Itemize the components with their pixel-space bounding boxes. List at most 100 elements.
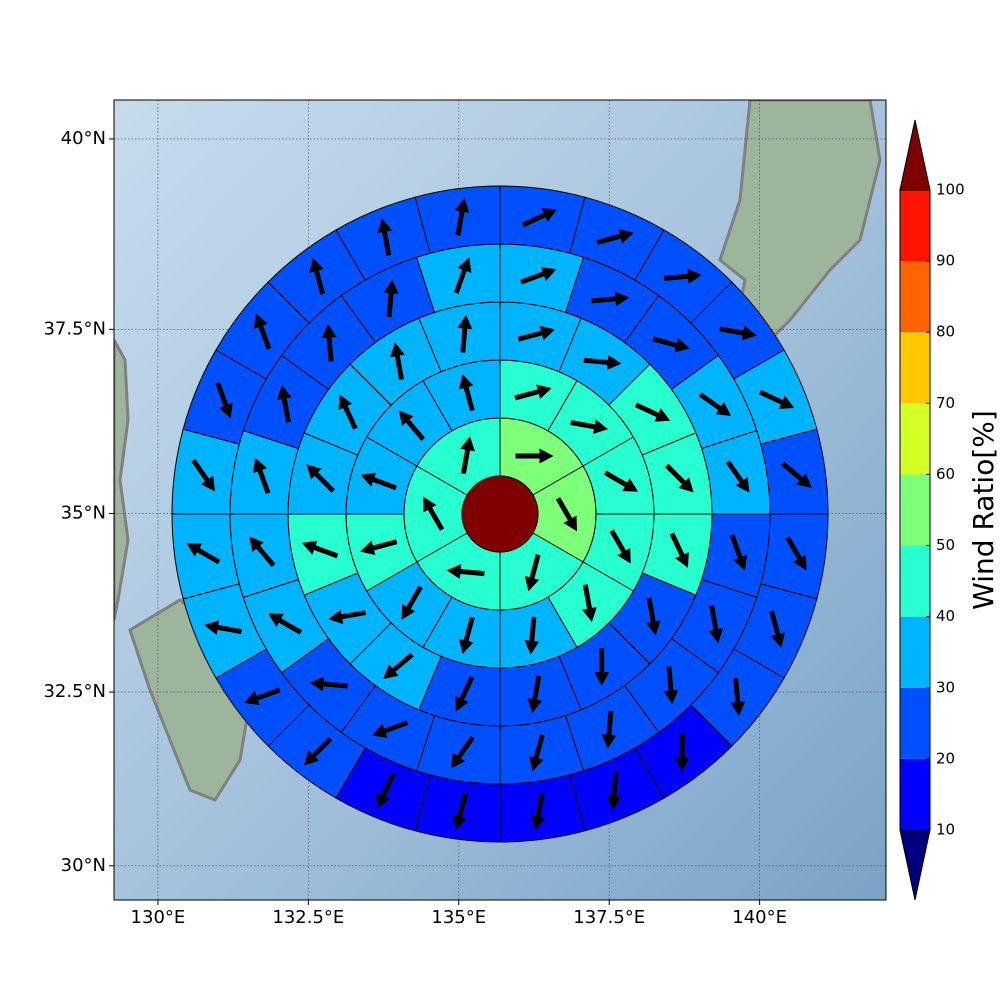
wind-arrow [730, 677, 746, 716]
wind-arrow [596, 228, 634, 245]
wind-arrow [306, 464, 336, 493]
sector [499, 774, 586, 843]
wind-arrow [401, 585, 423, 620]
wind-arrow [309, 676, 348, 692]
y-tick-label: 32.5°N [43, 681, 106, 702]
wind-arrow [527, 675, 543, 714]
wind-arrow [517, 325, 556, 342]
wind-arrow [729, 533, 748, 571]
wind-arrow [594, 648, 610, 687]
wind-arrow [301, 540, 339, 559]
wind-arrow [674, 733, 690, 772]
wind-arrow [453, 257, 472, 294]
wind-arrow [582, 584, 597, 623]
wind-arrow [450, 735, 475, 769]
axes: 130°E 132.5°E 135°E 137.5°E 140°E 30°N 32.5°N 3… [43, 128, 787, 928]
wind-arrow [521, 208, 558, 228]
map-frame [113, 99, 887, 901]
colorbar-tick-label: 30 [936, 678, 955, 696]
colorbar-box [900, 403, 930, 475]
wind-arrow [515, 448, 554, 464]
colorbar-box [900, 474, 930, 546]
x-tick-label: 135°E [431, 907, 486, 928]
wind-arrow [781, 461, 812, 488]
wind-arrow [458, 616, 475, 655]
wind-arrow [276, 384, 292, 423]
colorbar-box [900, 261, 930, 333]
colorbar-tick-label: 60 [936, 465, 955, 483]
wind-arrow [601, 710, 617, 749]
wind-arrow [663, 666, 679, 705]
wind-arrow [698, 392, 732, 417]
x-tick-label: 137.5°E [573, 907, 645, 928]
colorbar-tick-label: 10 [936, 821, 955, 839]
wind-arrow [389, 342, 405, 381]
colorbar-tick-label: 100 [936, 181, 965, 199]
colorbar-box [900, 758, 930, 830]
y-tick-label: 40°N [61, 128, 106, 149]
colorbar-extend-max [899, 119, 931, 191]
wind-arrow [423, 496, 445, 531]
x-tick-label: 132.5°E [272, 907, 344, 928]
wind-arrow [215, 381, 233, 419]
wind-arrow [454, 676, 475, 712]
wind-arrow [606, 772, 622, 811]
wind-arrow [719, 325, 757, 341]
wind-arrow [383, 279, 399, 318]
wind-arrow [591, 291, 630, 307]
wind-arrow [371, 720, 409, 738]
wind-arrow [758, 389, 795, 409]
wind-arrow [383, 652, 414, 680]
colorbar-tick-label: 50 [936, 536, 955, 554]
wind-arrow [669, 532, 689, 568]
colorbar-tick-label: 40 [936, 607, 955, 625]
colorbar-frame [899, 189, 931, 831]
wind-arrow [458, 373, 475, 412]
wind-arrow [249, 536, 276, 568]
y-tick-label: 30°N [61, 855, 106, 876]
sector [414, 185, 501, 254]
wind-arrow [338, 394, 358, 430]
wind-arrow [309, 257, 326, 295]
colorbar: 10 20 30 40 50 60 70 80 90 100 [899, 119, 965, 901]
wind-arrow [452, 792, 469, 830]
colorbar-tick-label: 70 [936, 394, 955, 412]
wind-arrow [303, 736, 333, 766]
wind-arrow [519, 266, 557, 285]
wind-arrow [524, 616, 540, 655]
wind-arrow [555, 497, 577, 532]
wind-arrow [446, 564, 485, 579]
wind-arrow [570, 419, 609, 435]
wind-arrow [603, 470, 639, 492]
wind-arrow [457, 314, 473, 353]
colorbar-box [900, 190, 930, 262]
colorbar-box [900, 687, 930, 759]
wind-arrow [663, 268, 702, 284]
wind-arrow [204, 619, 242, 635]
wind-arrow [634, 402, 671, 422]
wind-arrow [243, 687, 281, 706]
wind-arrow [645, 597, 661, 636]
wind-arrow [785, 536, 807, 571]
wind-arrow [376, 772, 396, 809]
wind-arrow [321, 323, 337, 362]
wind-arrow [398, 410, 426, 442]
wind-arrow [359, 539, 398, 556]
wind-arrow [583, 354, 622, 370]
wind-arrow [528, 733, 545, 772]
wind-arrow [267, 613, 303, 635]
wind-arrow [377, 218, 392, 256]
wind-arrow [530, 792, 546, 831]
colorbar-tick-label: 20 [936, 749, 955, 767]
wind-arrow [460, 436, 475, 475]
wind-arrow [454, 197, 470, 236]
arrows [186, 197, 812, 831]
colorbar-box [900, 545, 930, 617]
colorbar-box [900, 616, 930, 688]
wind-arrow [652, 336, 690, 353]
x-tick-label: 130°E [131, 907, 186, 928]
wind-arrow [664, 463, 694, 493]
wind-arrow [524, 553, 541, 592]
colorbar-tick-label: 90 [936, 252, 955, 270]
